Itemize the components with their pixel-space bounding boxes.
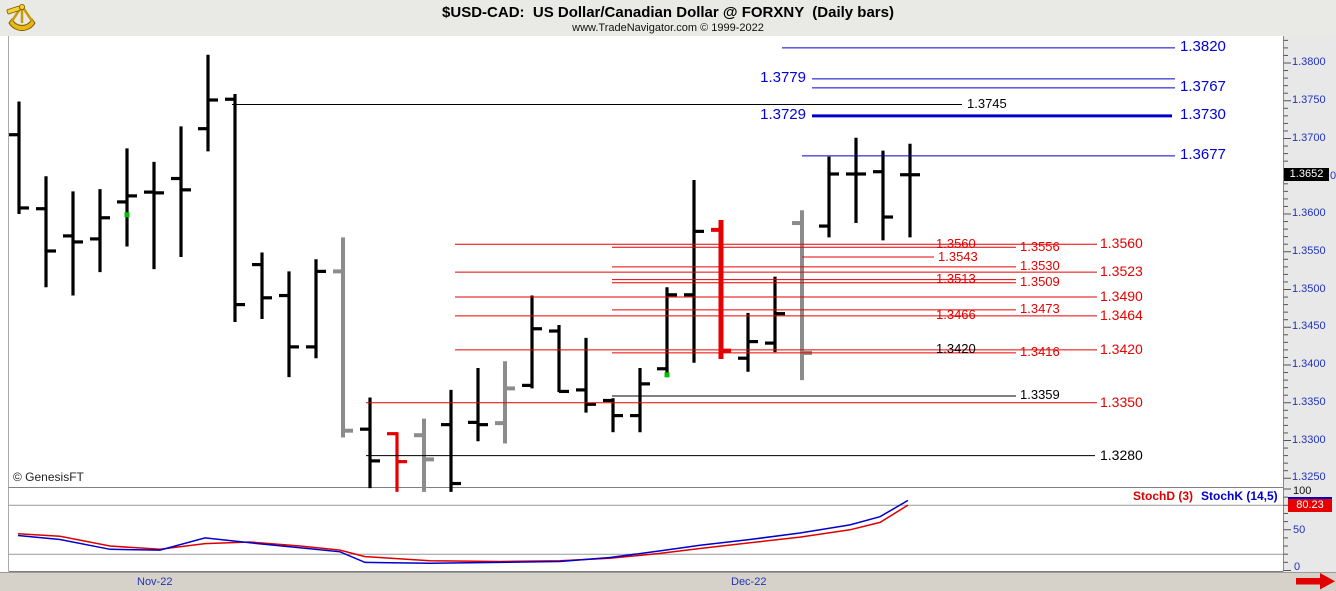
level-label-1.3420: 1.3420 [1100,340,1143,357]
price-axis-label: 1.3250 [1292,471,1326,484]
level-label-1.3820: 1.3820 [1180,38,1226,56]
level-label-1.3779: 1.3779 [760,69,806,87]
x-axis-month-nov: Nov-22 [137,576,173,588]
stochk-value-marker [1288,497,1332,500]
price-axis-label: 1.3750 [1292,93,1326,106]
x-axis-month-dec: Dec-22 [731,576,767,588]
level-label-1.3464: 1.3464 [1100,306,1143,323]
price-axis-label: 1.3500 [1292,282,1326,295]
price-axis-label: 1.3450 [1292,320,1326,333]
level-label-1.3560: 1.3560 [936,235,976,251]
level-label-1.3677: 1.3677 [1180,146,1226,164]
level-label-1.3420: 1.3420 [936,341,976,357]
time-axis-footer [0,572,1336,591]
level-label-1.3767: 1.3767 [1180,78,1226,96]
price-axis-label: 1.3300 [1292,433,1326,446]
last-price-badge: 1.3652 [1284,168,1329,181]
green-signal-marker [124,212,130,218]
level-label-1.3490: 1.3490 [1100,288,1143,305]
price-axis-label: 1.3700 [1292,131,1326,144]
level-label-1.3466: 1.3466 [936,307,976,323]
level-label-1.3543: 1.3543 [938,248,978,264]
stoch-line-StochD [17,504,909,563]
chart-subtitle: www.TradeNavigator.com © 1999-2022 [572,22,764,34]
stochd-legend-label: StochD (3) [1133,489,1193,503]
price-axis-label: 1.3400 [1292,358,1326,370]
stoch-line-StochK [17,499,909,564]
level-label-1.3359: 1.3359 [1020,387,1060,403]
stoch-axis-0-label: 0 [1294,561,1301,573]
level-label-1.3473: 1.3473 [1020,301,1060,317]
stochk-legend-label: StochK (14,5) [1201,489,1278,503]
scroll-right-arrow-button[interactable] [1294,572,1336,590]
level-label-1.3556: 1.3556 [1020,238,1060,254]
level-label-1.3350: 1.3350 [1100,393,1143,410]
price-axis-gutter [1284,36,1336,572]
price-axis-label: 1.3800 [1292,56,1326,68]
level-label-1.3730: 1.3730 [1180,106,1226,124]
covered-axis-label-remnant: 0 [1330,170,1336,182]
level-label-1.3729: 1.3729 [760,106,806,124]
level-label-1.3416: 1.3416 [1020,344,1060,360]
chart-header: $USD-CAD: US Dollar/Canadian Dollar @ FO… [0,0,1336,36]
stoch-axis-100-label: 100 [1293,485,1312,497]
genesis-sextant-logo [4,2,40,35]
price-axis-label: 1.3350 [1292,395,1326,408]
copyright-watermark: © GenesisFT [13,470,84,484]
chart-title: $USD-CAD: US Dollar/Canadian Dollar @ FO… [442,4,894,21]
level-label-1.3523: 1.3523 [1100,263,1143,280]
level-label-1.3509: 1.3509 [1020,274,1060,290]
price-axis-label: 1.3550 [1292,244,1326,257]
green-signal-marker [664,372,670,378]
stoch-axis-50-label: 50 [1293,524,1306,536]
level-label-1.3745: 1.3745 [967,96,1007,112]
level-label-1.3513: 1.3513 [936,271,976,287]
stochd-value-badge: 80.23 [1288,499,1332,512]
level-label-1.3530: 1.3530 [1020,258,1060,274]
level-label-1.3560: 1.3560 [1100,235,1143,252]
price-axis-label: 1.3600 [1292,207,1326,219]
level-label-1.3280: 1.3280 [1100,446,1143,463]
